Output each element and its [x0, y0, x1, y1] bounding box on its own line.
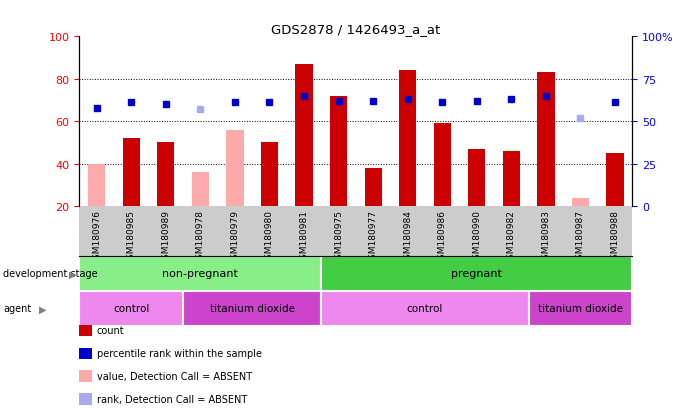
- Text: percentile rank within the sample: percentile rank within the sample: [97, 348, 262, 358]
- Bar: [364, 169, 381, 206]
- Bar: [321, 256, 632, 291]
- Bar: [571, 198, 589, 206]
- Bar: [433, 124, 451, 206]
- Text: development stage: development stage: [3, 268, 98, 279]
- Bar: [502, 152, 520, 206]
- Text: titanium dioxide: titanium dioxide: [209, 304, 295, 314]
- Bar: [261, 143, 278, 206]
- Text: ▶: ▶: [69, 268, 77, 279]
- Bar: [468, 150, 485, 206]
- Text: control: control: [407, 304, 443, 314]
- Bar: [183, 291, 321, 326]
- Title: GDS2878 / 1426493_a_at: GDS2878 / 1426493_a_at: [272, 23, 440, 36]
- Text: agent: agent: [3, 304, 32, 314]
- Bar: [226, 131, 243, 206]
- Bar: [399, 71, 416, 206]
- Text: count: count: [97, 325, 124, 335]
- Bar: [88, 164, 105, 206]
- Bar: [79, 291, 183, 326]
- Bar: [330, 97, 347, 206]
- Text: pregnant: pregnant: [451, 268, 502, 279]
- Text: value, Detection Call = ABSENT: value, Detection Call = ABSENT: [97, 371, 252, 381]
- Text: non-pregnant: non-pregnant: [162, 268, 238, 279]
- Text: control: control: [113, 304, 149, 314]
- Bar: [606, 154, 623, 206]
- Bar: [529, 291, 632, 326]
- Text: rank, Detection Call = ABSENT: rank, Detection Call = ABSENT: [97, 394, 247, 404]
- Bar: [191, 173, 209, 206]
- Bar: [122, 139, 140, 206]
- Bar: [537, 73, 554, 206]
- Text: ▶: ▶: [39, 304, 47, 314]
- Text: titanium dioxide: titanium dioxide: [538, 304, 623, 314]
- Bar: [79, 256, 321, 291]
- Bar: [157, 143, 174, 206]
- Bar: [321, 291, 529, 326]
- Bar: [295, 65, 312, 206]
